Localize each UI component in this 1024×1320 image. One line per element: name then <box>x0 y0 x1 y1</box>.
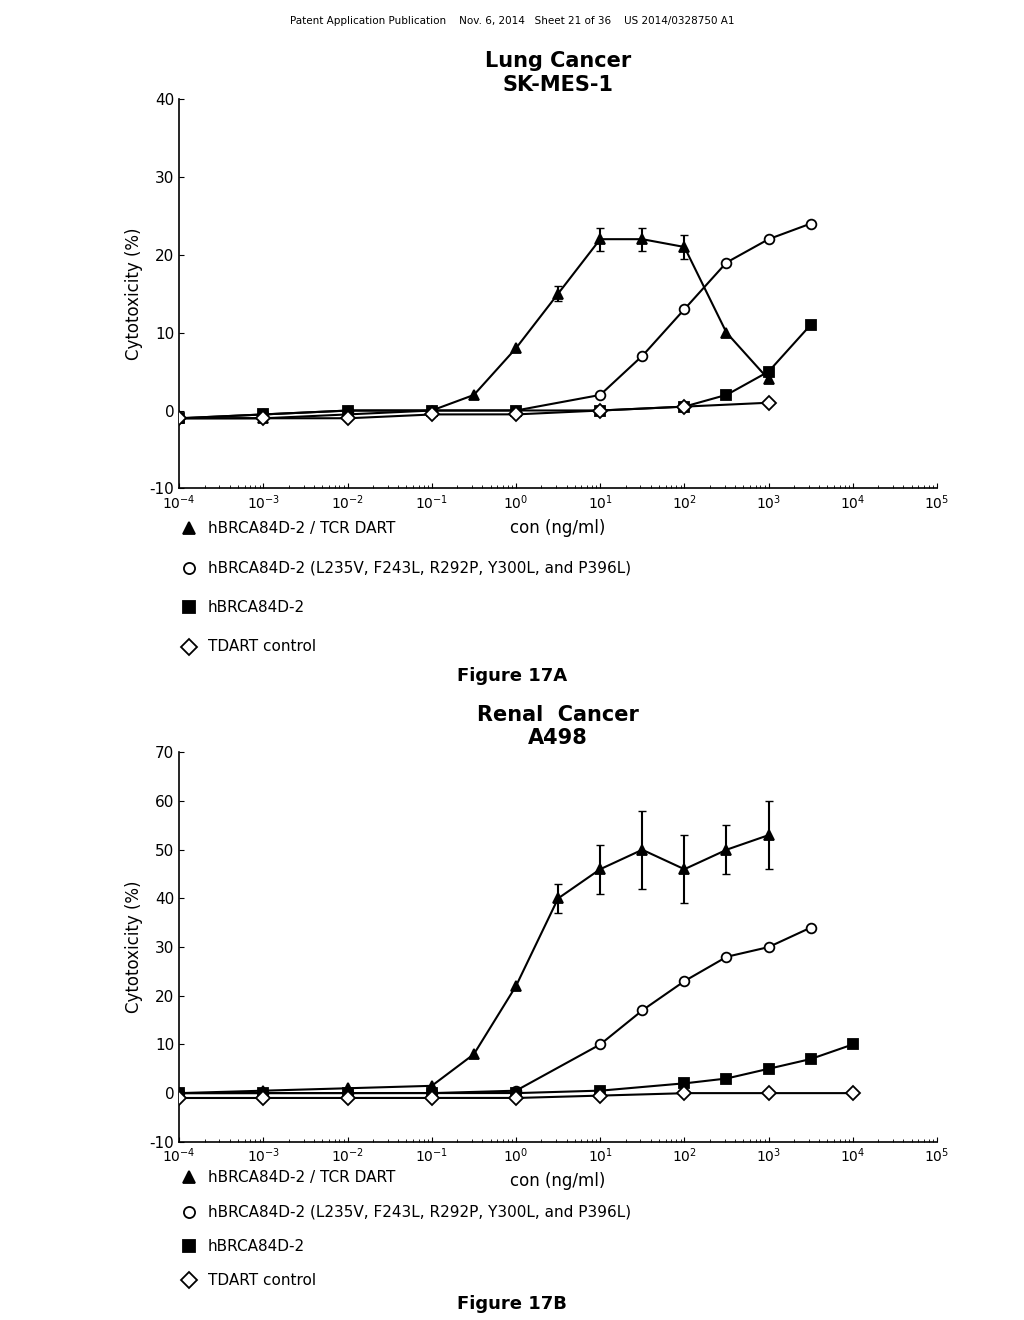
Text: hBRCA84D-2 (L235V, F243L, R292P, Y300L, and P396L): hBRCA84D-2 (L235V, F243L, R292P, Y300L, … <box>208 560 631 576</box>
Y-axis label: Cytotoxicity (%): Cytotoxicity (%) <box>125 227 142 360</box>
Text: hBRCA84D-2 (L235V, F243L, R292P, Y300L, and P396L): hBRCA84D-2 (L235V, F243L, R292P, Y300L, … <box>208 1204 631 1220</box>
Text: TDART control: TDART control <box>208 1272 316 1288</box>
Text: Patent Application Publication    Nov. 6, 2014   Sheet 21 of 36    US 2014/03287: Patent Application Publication Nov. 6, 2… <box>290 16 734 26</box>
Y-axis label: Cytotoxicity (%): Cytotoxicity (%) <box>125 880 142 1014</box>
X-axis label: con (ng/ml): con (ng/ml) <box>510 519 606 537</box>
Text: hBRCA84D-2 / TCR DART: hBRCA84D-2 / TCR DART <box>208 1170 395 1185</box>
Text: hBRCA84D-2 / TCR DART: hBRCA84D-2 / TCR DART <box>208 520 395 536</box>
Text: Figure 17B: Figure 17B <box>457 1295 567 1313</box>
Text: TDART control: TDART control <box>208 639 316 655</box>
Title: Lung Cancer
SK-MES-1: Lung Cancer SK-MES-1 <box>485 51 631 95</box>
Text: hBRCA84D-2: hBRCA84D-2 <box>208 599 305 615</box>
Text: Figure 17A: Figure 17A <box>457 667 567 685</box>
X-axis label: con (ng/ml): con (ng/ml) <box>510 1172 606 1191</box>
Title: Renal  Cancer
A498: Renal Cancer A498 <box>477 705 639 748</box>
Text: hBRCA84D-2: hBRCA84D-2 <box>208 1238 305 1254</box>
